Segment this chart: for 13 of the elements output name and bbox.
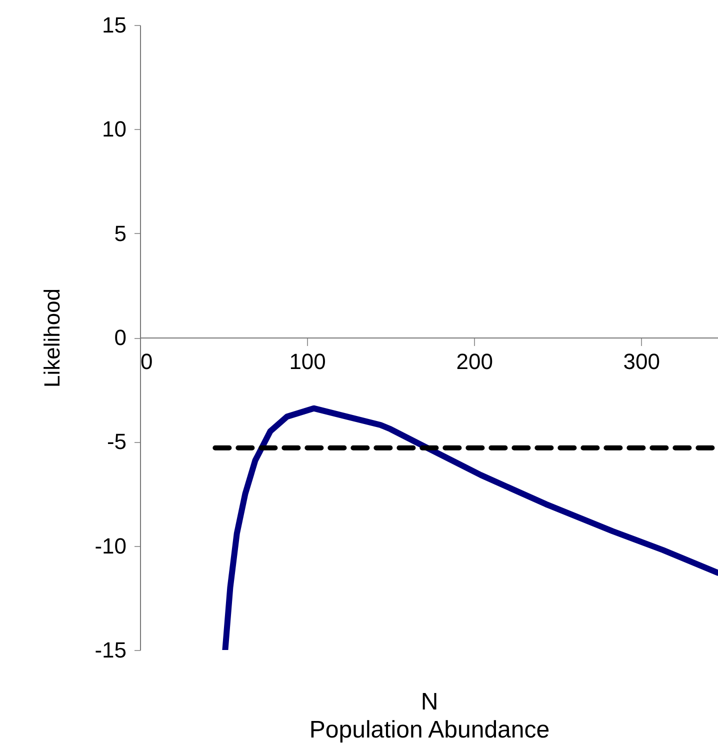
x-tick-label: 100	[289, 349, 326, 374]
x-axis-title: N Population Abundance	[309, 688, 550, 743]
x-tick-label: 300	[623, 349, 660, 374]
y-tick-label: 10	[102, 116, 126, 142]
y-tick-label: 5	[114, 220, 126, 246]
x-tick-label: 200	[456, 349, 493, 374]
y-tick-label: 0	[114, 325, 126, 350]
y-axis-title: Likelihood	[40, 288, 65, 388]
y-tick-label: -5	[106, 429, 126, 454]
y-tick-label: 15	[102, 12, 126, 38]
y-tick-label: -15	[94, 638, 126, 662]
x-tick-label: 0	[140, 349, 153, 374]
y-tick-label: -10	[94, 533, 126, 558]
